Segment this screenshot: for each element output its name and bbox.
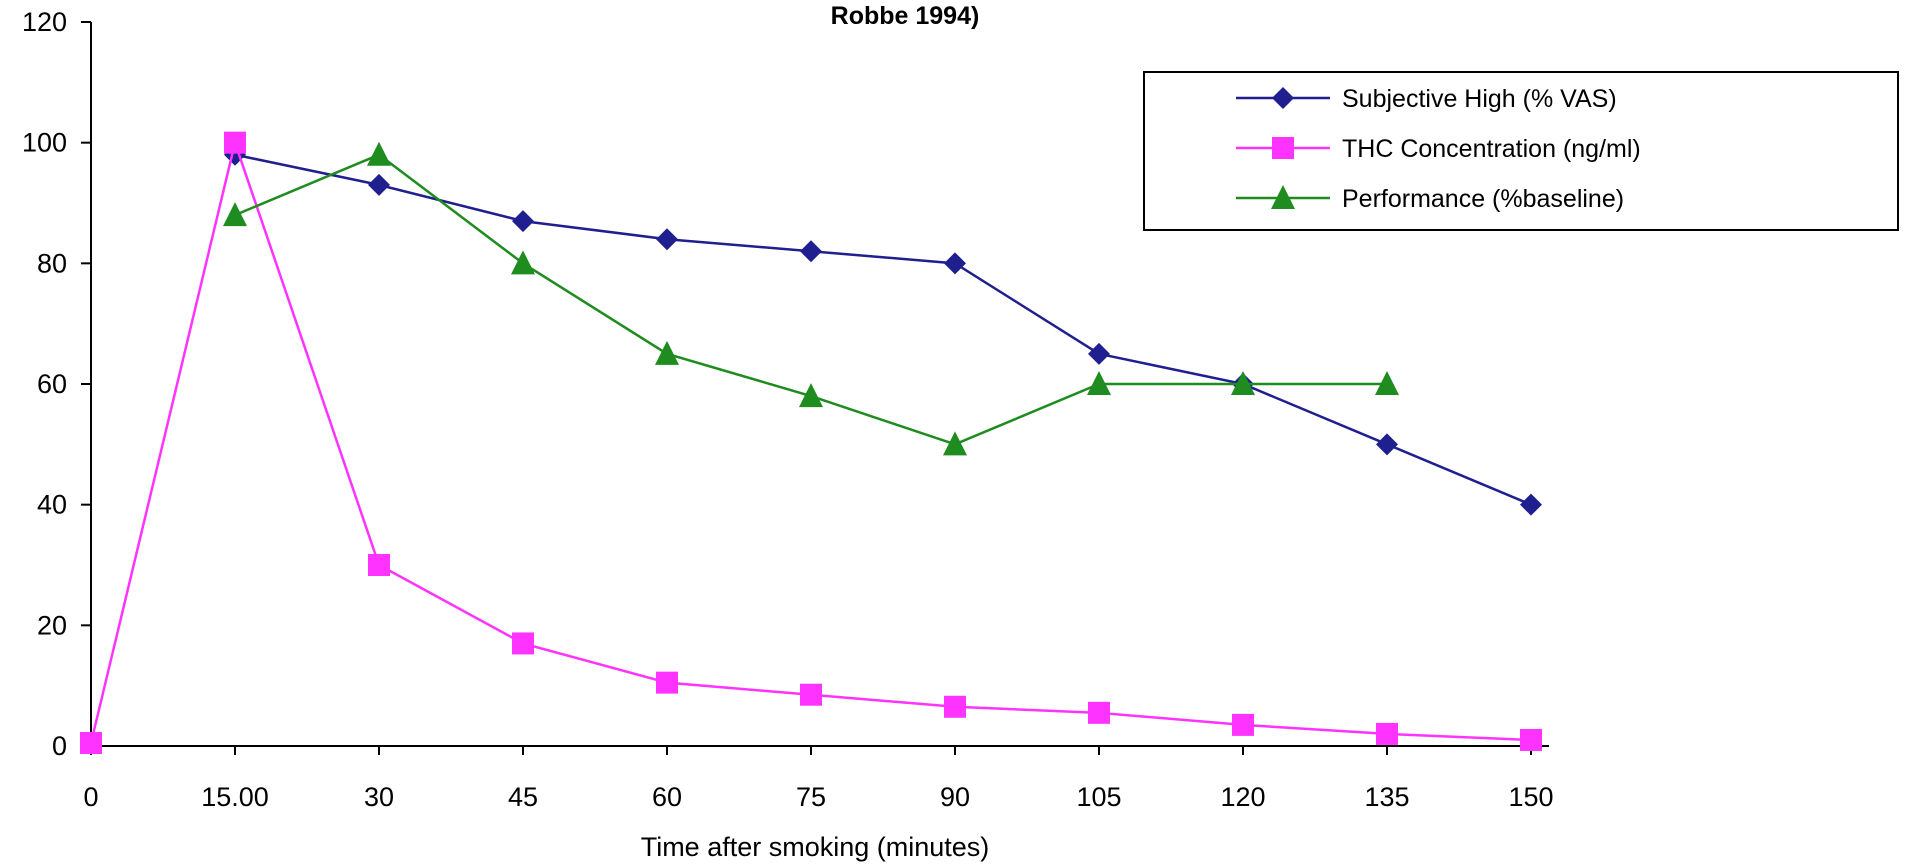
y-tick-label: 60 bbox=[37, 369, 67, 399]
data-point bbox=[512, 632, 534, 655]
y-tick-label: 40 bbox=[37, 490, 67, 520]
data-point bbox=[1376, 722, 1398, 745]
series-line bbox=[234, 153, 1532, 506]
legend-swatch-marker bbox=[1272, 137, 1294, 159]
data-point bbox=[656, 228, 678, 251]
data-point bbox=[512, 210, 534, 233]
legend-swatch-marker bbox=[1272, 87, 1294, 109]
data-point bbox=[800, 683, 822, 706]
series-line bbox=[89, 138, 1532, 744]
legend-label: THC Concentration (ng/ml) bbox=[1342, 135, 1641, 163]
data-point bbox=[943, 431, 967, 456]
y-tick-label: 100 bbox=[22, 128, 67, 158]
x-tick-label: 135 bbox=[1364, 782, 1409, 812]
data-point bbox=[944, 695, 966, 718]
x-tick-label: 105 bbox=[1076, 782, 1121, 812]
series-thc-concentration-ng-ml bbox=[80, 131, 1542, 754]
legend-item: THC Concentration (ng/ml) bbox=[1236, 135, 1641, 163]
x-axis-label: Time after smoking (minutes) bbox=[641, 832, 990, 862]
data-point bbox=[511, 250, 535, 275]
legend-items: Subjective High (% VAS) THC Concentration… bbox=[1236, 85, 1641, 213]
data-point bbox=[367, 141, 391, 166]
series-layer bbox=[80, 131, 1542, 754]
data-point bbox=[368, 554, 390, 576]
data-point bbox=[800, 240, 822, 263]
y-tick-label: 0 bbox=[52, 731, 67, 761]
y-tick-label: 120 bbox=[22, 7, 67, 37]
chart-title: Robbe 1994) bbox=[831, 2, 980, 30]
legend-swatch-marker bbox=[1271, 185, 1295, 209]
data-point bbox=[1088, 701, 1110, 724]
data-point bbox=[1520, 493, 1542, 516]
data-point bbox=[944, 252, 966, 275]
data-point bbox=[1088, 342, 1110, 365]
x-tick-label: 150 bbox=[1508, 782, 1553, 812]
data-point bbox=[224, 131, 246, 154]
data-point bbox=[655, 340, 679, 365]
x-tick-label: 30 bbox=[364, 782, 394, 812]
data-point bbox=[1520, 728, 1542, 751]
x-tick-label: 120 bbox=[1220, 782, 1265, 812]
x-tick-label: 90 bbox=[940, 782, 970, 812]
legend-item: Performance (%baseline) bbox=[1236, 185, 1624, 213]
legend-item: Subjective High (% VAS) bbox=[1236, 85, 1617, 113]
data-point bbox=[1231, 371, 1255, 395]
data-point bbox=[368, 173, 390, 196]
series-performance-baseline bbox=[223, 141, 1399, 456]
x-tick-label: 60 bbox=[652, 782, 682, 812]
data-point bbox=[1375, 371, 1399, 395]
legend-label: Performance (%baseline) bbox=[1342, 185, 1624, 213]
data-point bbox=[656, 671, 678, 694]
legend: Subjective High (% VAS) THC Concentration… bbox=[1143, 71, 1899, 231]
legend-label: Subjective High (% VAS) bbox=[1342, 85, 1617, 113]
data-point bbox=[223, 202, 247, 227]
y-tick-label: 20 bbox=[37, 610, 67, 640]
x-axis-ticks: 0 15.00 30 45 60 75 90 105 120 135 150 bbox=[83, 746, 1554, 812]
y-tick-label: 80 bbox=[37, 248, 67, 278]
data-point bbox=[1087, 371, 1111, 395]
x-tick-label: 45 bbox=[508, 782, 538, 812]
y-axis-ticks: 0 20 40 60 80 100 120 bbox=[22, 7, 91, 761]
x-tick-label: 75 bbox=[796, 782, 826, 812]
x-tick-label: 15.00 bbox=[201, 782, 269, 812]
data-point bbox=[1376, 433, 1398, 456]
x-tick-label: 0 bbox=[83, 782, 98, 812]
data-point bbox=[799, 383, 823, 408]
data-point bbox=[80, 731, 102, 754]
data-point bbox=[1232, 713, 1254, 736]
